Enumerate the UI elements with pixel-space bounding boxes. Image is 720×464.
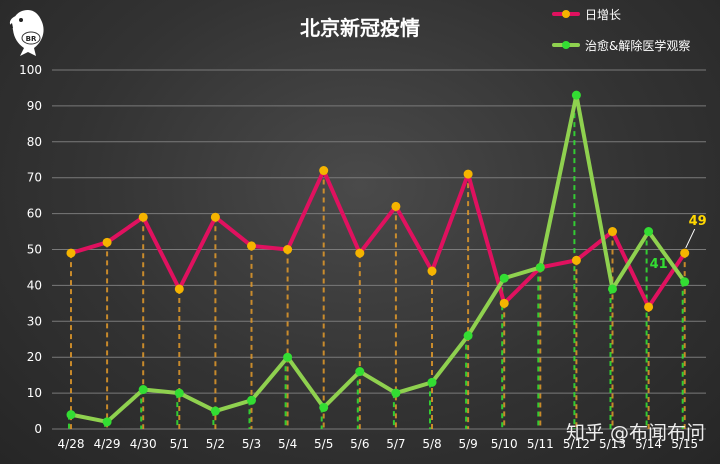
point-daily — [391, 201, 401, 211]
series-line-recovered — [69, 93, 687, 424]
legend-label-daily: 日增长 — [585, 8, 622, 22]
y-tick-label: 70 — [27, 171, 42, 185]
point-daily — [355, 248, 365, 258]
series-lines — [69, 93, 687, 424]
x-tick-label: 4/30 — [130, 437, 157, 451]
legend-marker-daily — [562, 10, 570, 18]
x-tick-label: 5/2 — [206, 437, 225, 451]
chart-title: 北京新冠疫情 — [300, 16, 420, 40]
point-recovered — [427, 377, 437, 387]
legend-marker-recovered — [562, 41, 570, 49]
y-tick-label: 100 — [19, 63, 42, 77]
point-daily — [608, 227, 617, 237]
y-tick-label: 0 — [34, 422, 42, 436]
x-tick-label: 5/14 — [635, 437, 662, 451]
drop-lines — [68, 95, 686, 429]
grid-lines — [52, 69, 706, 430]
parrot-logo-icon: BR — [9, 10, 44, 56]
x-tick-label: 5/4 — [278, 437, 297, 451]
point-daily — [571, 255, 581, 265]
x-tick-label: 4/29 — [94, 437, 121, 451]
annotations: 49 41 — [650, 214, 707, 272]
y-tick-label: 90 — [27, 99, 42, 113]
point-daily — [102, 237, 112, 247]
x-tick-label: 5/1 — [170, 437, 189, 451]
y-tick-label: 30 — [27, 314, 42, 328]
point-recovered — [535, 262, 545, 272]
point-recovered — [499, 273, 509, 283]
point-daily — [210, 212, 220, 222]
annotation-recovered: 41 — [650, 257, 668, 272]
x-tick-label: 5/3 — [242, 437, 261, 451]
point-recovered — [210, 406, 220, 416]
point-daily — [427, 266, 437, 276]
point-daily — [247, 241, 256, 251]
point-daily — [680, 248, 690, 258]
point-recovered — [644, 227, 654, 237]
y-tick-label: 80 — [27, 135, 42, 149]
x-tick-label: 5/5 — [314, 437, 333, 451]
y-tick-label: 50 — [27, 243, 42, 257]
point-daily — [138, 212, 148, 222]
point-recovered — [571, 90, 581, 100]
x-tick-label: 4/28 — [58, 437, 85, 451]
x-tick-label: 5/15 — [671, 437, 698, 451]
logo-text: BR — [26, 35, 37, 43]
series-line-daily — [69, 168, 687, 309]
y-tick-label: 40 — [27, 278, 42, 292]
point-recovered — [391, 388, 401, 398]
x-tick-label: 5/9 — [458, 437, 477, 451]
y-tick-label: 60 — [27, 207, 42, 221]
point-daily — [174, 284, 184, 294]
legend-label-recovered: 治愈&解除医学观察 — [585, 39, 691, 53]
series-points — [66, 90, 690, 427]
y-tick-label: 20 — [27, 350, 42, 364]
point-daily — [66, 248, 76, 258]
point-recovered — [680, 277, 690, 287]
point-daily — [463, 169, 473, 179]
point-recovered — [463, 331, 473, 341]
x-tick-label: 5/10 — [491, 437, 518, 451]
x-tick-label: 5/13 — [599, 437, 626, 451]
x-tick-label: 5/6 — [350, 437, 369, 451]
point-recovered — [247, 395, 256, 405]
point-recovered — [102, 417, 112, 427]
y-tick-label: 10 — [27, 386, 42, 400]
point-recovered — [355, 367, 365, 377]
point-recovered — [608, 284, 617, 294]
x-tick-label: 5/12 — [563, 437, 590, 451]
x-axis: 4/28 4/29 4/30 5/1 5/2 5/3 5/4 5/5 5/6 5/7 5/8 5/9 5… — [58, 437, 699, 451]
point-daily — [644, 302, 654, 312]
point-recovered — [319, 402, 329, 412]
point-recovered — [283, 352, 293, 362]
annotation-daily: 49 — [689, 214, 707, 229]
point-daily — [283, 245, 293, 254]
point-recovered — [138, 385, 148, 395]
x-tick-label: 5/11 — [527, 437, 554, 451]
point-daily — [499, 298, 509, 308]
x-tick-label: 5/7 — [386, 437, 405, 451]
x-tick-label: 5/8 — [422, 437, 441, 451]
point-recovered — [66, 410, 76, 420]
y-axis: 0 10 20 30 40 50 60 70 80 90 100 — [19, 63, 42, 436]
watermark: 知乎 @布闻布问 — [566, 422, 706, 444]
point-daily — [319, 166, 329, 176]
annotation-leader — [685, 228, 696, 249]
point-recovered — [174, 388, 184, 398]
